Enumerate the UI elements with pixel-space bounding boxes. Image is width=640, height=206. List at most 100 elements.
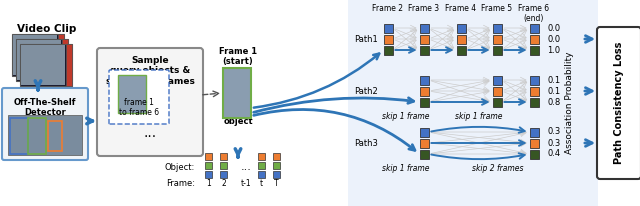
Bar <box>456 34 465 43</box>
Text: ...: ... <box>241 162 252 172</box>
Bar <box>220 171 227 178</box>
Bar <box>62 39 68 81</box>
Bar <box>419 76 429 84</box>
Bar <box>419 34 429 43</box>
Bar <box>10 118 28 154</box>
Text: Path2: Path2 <box>354 87 378 96</box>
Text: ...: ... <box>143 126 157 140</box>
Bar <box>48 121 62 151</box>
Text: Association Probability: Association Probability <box>566 52 575 154</box>
Bar <box>258 162 265 169</box>
Bar <box>205 162 212 169</box>
Text: Video Clip: Video Clip <box>17 24 77 34</box>
Text: Frame 2: Frame 2 <box>372 4 403 13</box>
Text: t: t <box>260 179 263 187</box>
Bar <box>12 34 64 76</box>
Bar <box>493 23 502 33</box>
Text: Frame 5: Frame 5 <box>481 4 513 13</box>
Bar <box>118 75 146 113</box>
Bar <box>58 34 64 76</box>
Bar <box>419 87 429 96</box>
Bar <box>258 153 265 160</box>
Text: 0.3: 0.3 <box>547 138 560 147</box>
Bar <box>419 46 429 55</box>
Text: 0.8: 0.8 <box>547 97 560 107</box>
Text: frame 1
to frame 6: frame 1 to frame 6 <box>119 98 159 117</box>
Text: Frame 6
(end): Frame 6 (end) <box>518 4 550 23</box>
Bar <box>273 171 280 178</box>
Text: Path1: Path1 <box>354 34 378 43</box>
Bar <box>529 138 538 147</box>
Bar <box>419 128 429 137</box>
Bar <box>8 115 82 155</box>
Text: T: T <box>274 179 279 187</box>
Bar <box>205 153 212 160</box>
FancyBboxPatch shape <box>97 48 203 156</box>
Bar <box>223 68 251 118</box>
Text: 0.3: 0.3 <box>547 128 560 137</box>
Text: skip 1 frame: skip 1 frame <box>455 112 503 121</box>
Bar <box>383 23 392 33</box>
Bar <box>16 39 68 81</box>
Text: 0.0: 0.0 <box>547 34 560 43</box>
Bar <box>493 34 502 43</box>
Text: 1: 1 <box>206 179 211 187</box>
Bar <box>493 46 502 55</box>
Text: t-1: t-1 <box>241 179 252 187</box>
Text: 0.1: 0.1 <box>547 87 560 96</box>
Bar <box>66 44 72 86</box>
Text: Frame:: Frame: <box>166 179 195 187</box>
Bar <box>20 44 72 86</box>
Bar <box>493 87 502 96</box>
Text: 2: 2 <box>221 179 226 187</box>
Text: Path3: Path3 <box>354 138 378 147</box>
Text: Sample
query objects &
start, end frames: Sample query objects & start, end frames <box>106 56 195 86</box>
Bar <box>273 162 280 169</box>
FancyBboxPatch shape <box>109 70 169 124</box>
Text: Path Consistency Loss: Path Consistency Loss <box>614 42 624 164</box>
Bar <box>493 76 502 84</box>
Text: 1.0: 1.0 <box>547 46 560 55</box>
Bar <box>220 153 227 160</box>
Bar <box>258 171 265 178</box>
Text: 0.1: 0.1 <box>547 76 560 84</box>
Bar <box>456 23 465 33</box>
FancyBboxPatch shape <box>2 88 88 160</box>
Text: Frame 1
(start): Frame 1 (start) <box>219 47 257 66</box>
Bar <box>28 118 46 154</box>
Bar <box>17 40 61 80</box>
Bar <box>529 76 538 84</box>
Bar <box>529 23 538 33</box>
Bar <box>273 153 280 160</box>
Text: query
object: query object <box>223 107 253 126</box>
Bar <box>529 34 538 43</box>
Bar <box>21 45 65 85</box>
Bar <box>419 138 429 147</box>
Text: skip 1 frame: skip 1 frame <box>382 164 429 173</box>
Bar <box>383 46 392 55</box>
Bar <box>419 150 429 158</box>
Bar <box>220 162 227 169</box>
Text: skip 1 frame: skip 1 frame <box>382 112 429 121</box>
Bar <box>419 97 429 107</box>
Bar <box>529 46 538 55</box>
Text: Frame 4: Frame 4 <box>445 4 477 13</box>
Text: 0.0: 0.0 <box>547 23 560 33</box>
Bar <box>13 35 57 75</box>
Text: Off-The-Shelf
Detector: Off-The-Shelf Detector <box>13 98 76 117</box>
Bar <box>419 23 429 33</box>
Bar <box>456 46 465 55</box>
Bar <box>529 128 538 137</box>
FancyBboxPatch shape <box>597 27 640 179</box>
Bar <box>205 171 212 178</box>
Bar <box>348 0 598 206</box>
Text: 0.4: 0.4 <box>547 150 560 158</box>
Bar <box>493 97 502 107</box>
Text: Frame 3: Frame 3 <box>408 4 440 13</box>
Bar <box>529 150 538 158</box>
Bar <box>529 97 538 107</box>
Bar <box>529 87 538 96</box>
Text: skip 2 frames: skip 2 frames <box>472 164 524 173</box>
Text: Object:: Object: <box>164 163 195 172</box>
Bar <box>383 34 392 43</box>
